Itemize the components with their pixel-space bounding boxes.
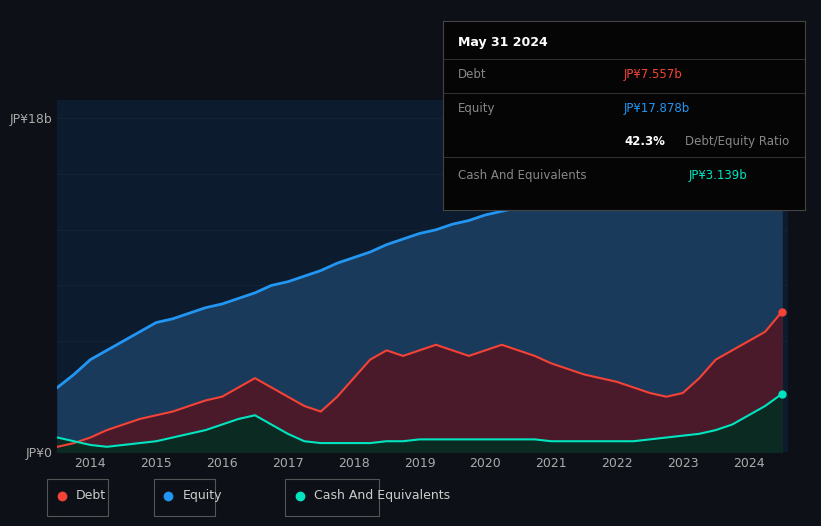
Text: 42.3%: 42.3% [624,135,665,148]
Text: Cash And Equivalents: Cash And Equivalents [458,169,586,182]
Text: Equity: Equity [182,489,222,502]
Text: May 31 2024: May 31 2024 [458,36,548,49]
Text: Debt/Equity Ratio: Debt/Equity Ratio [686,135,790,148]
Text: JP¥7.557b: JP¥7.557b [624,68,683,82]
Text: JP¥17.878b: JP¥17.878b [624,103,690,116]
Text: Debt: Debt [76,489,106,502]
Text: JP¥3.139b: JP¥3.139b [689,169,748,182]
Text: Cash And Equivalents: Cash And Equivalents [314,489,450,502]
Text: Debt: Debt [458,68,486,82]
Text: Equity: Equity [458,103,495,116]
